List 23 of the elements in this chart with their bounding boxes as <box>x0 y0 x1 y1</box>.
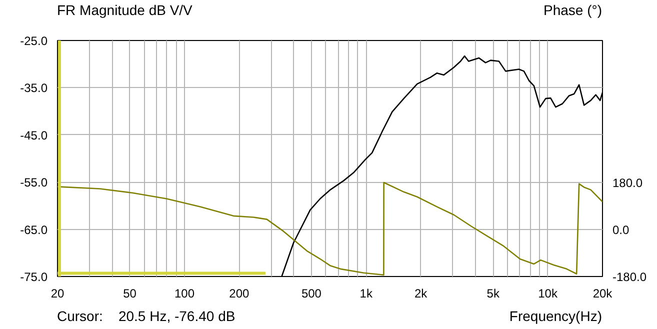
x-tick-label: 1k <box>360 286 374 300</box>
y2-tick-label: 0.0 <box>612 223 630 238</box>
x-tick-label: 50 <box>123 286 137 300</box>
x-tick-label: 20k <box>592 286 614 300</box>
x-tick-label: 500 <box>301 286 322 300</box>
x-tick-label: 2k <box>414 286 428 300</box>
y-tick-label: -55.0 <box>20 176 48 190</box>
y-tick-label: -45.0 <box>20 128 48 142</box>
y-axis-title: FR Magnitude dB V/V <box>57 1 192 20</box>
y-tick-label: -35.0 <box>20 81 48 96</box>
y2-tick-label: -180.0 <box>612 270 647 284</box>
text: Cursor: 20.5 Hz, -76.40 dB <box>57 307 236 326</box>
y2-tick-label: 180.0 <box>612 176 643 190</box>
y-tick-label: -25.0 <box>20 34 48 48</box>
x-axis-title: Frequency(Hz) <box>509 307 602 326</box>
x-tick-label: 5k <box>486 286 500 300</box>
y2-axis-title: Phase (°) <box>543 1 602 20</box>
x-tick-label: 20 <box>50 286 64 300</box>
x-tick-label: 10k <box>538 286 558 300</box>
x-tick-label: 100 <box>174 286 195 300</box>
y-tick-label: -65.0 <box>20 222 48 237</box>
x-tick-label: 200 <box>229 286 250 300</box>
y-tick-label: -75.0 <box>20 270 48 284</box>
